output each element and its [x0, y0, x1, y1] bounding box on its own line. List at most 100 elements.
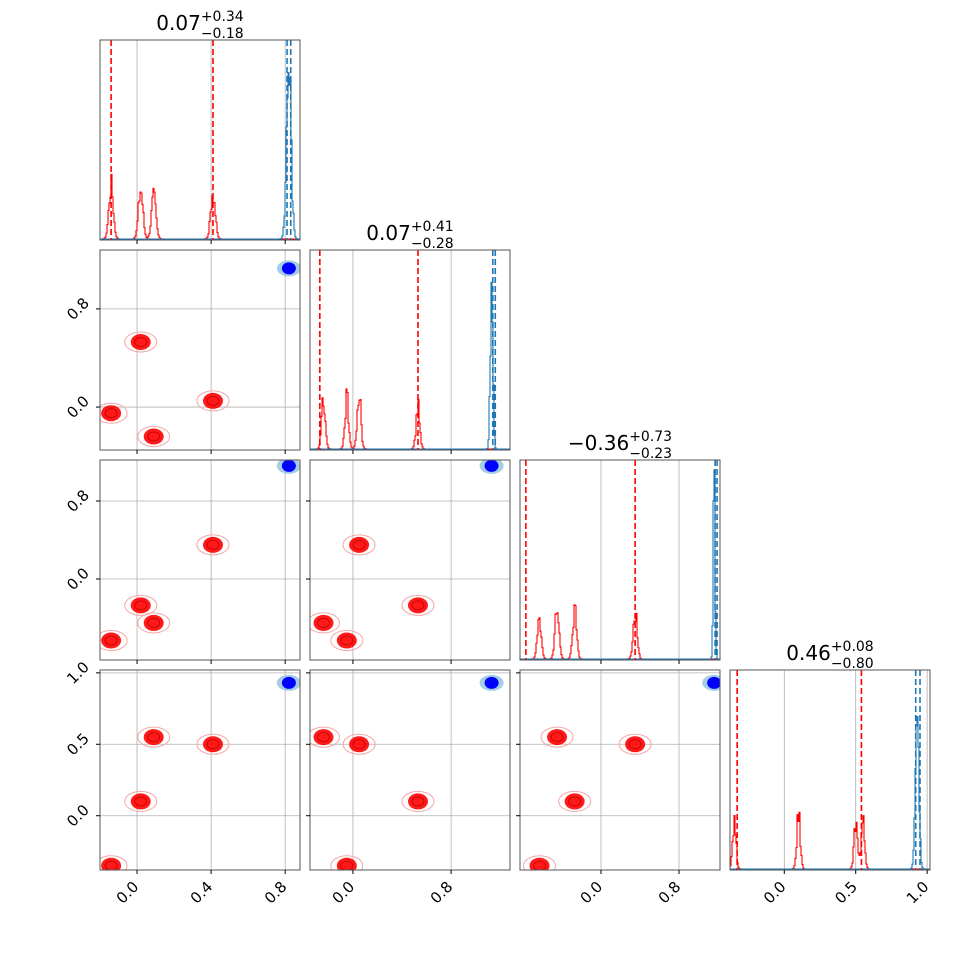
red-contour	[336, 857, 357, 870]
red-contour	[101, 857, 122, 870]
x-tick-label: 1.0	[903, 878, 933, 908]
red-scatter-halo	[330, 629, 364, 651]
red-contour	[625, 736, 646, 753]
red-scatter-halo	[124, 331, 158, 353]
y-tick-label: 0.8	[63, 294, 93, 324]
panel-2-2: −0.36+0.73 −0.23	[519, 429, 721, 664]
red-scatter-halo	[310, 612, 340, 634]
red-histogram	[730, 811, 930, 870]
title-median: 0.07	[156, 11, 201, 35]
panel-frame	[99, 459, 301, 661]
red-contour-inner	[104, 860, 118, 870]
x-tick-label: 0.8	[427, 878, 457, 908]
red-scatter-halo	[124, 790, 158, 812]
blue-histogram	[310, 281, 510, 450]
title-plus: +0.34	[201, 9, 244, 25]
red-contour	[349, 736, 370, 753]
red-scatter-halo	[401, 594, 435, 616]
red-contour	[143, 729, 164, 746]
panel-3-3: 0.46+0.08 −0.80 0.0 0.5 1.0	[729, 639, 933, 908]
y-tick-label: 0.5	[63, 729, 93, 759]
red-contour	[130, 334, 151, 351]
red-scatter-halo	[342, 534, 376, 556]
panel-frame	[99, 39, 301, 241]
red-contour-inner	[134, 337, 148, 347]
title-median: −0.36	[568, 431, 629, 455]
y-tick-label: 0.0	[63, 564, 93, 594]
red-histogram	[100, 173, 300, 240]
red-contour	[564, 793, 585, 810]
panel-frame	[519, 669, 721, 871]
red-scatter-halo	[558, 790, 592, 812]
title-plus: +0.08	[831, 639, 874, 655]
red-scatter-halo	[196, 733, 230, 755]
red-contour	[130, 793, 151, 810]
blue-contour	[281, 676, 296, 689]
red-contour	[547, 729, 568, 746]
red-scatter-halo	[523, 855, 557, 870]
x-tick-label: 0.0	[113, 878, 143, 908]
red-contour-inner	[628, 739, 642, 750]
red-scatter-halo	[100, 629, 128, 651]
red-contour	[349, 536, 370, 553]
title-median: 0.07	[366, 221, 411, 245]
red-contour-inner	[568, 796, 582, 807]
x-tick-label: 0.5	[831, 878, 861, 908]
red-scatter-halo	[618, 733, 652, 755]
red-contour-inner	[340, 635, 354, 646]
red-contour-inner	[206, 396, 220, 406]
red-scatter-halo	[137, 426, 171, 448]
red-scatter-halo	[401, 790, 435, 812]
red-contour	[313, 614, 334, 631]
panel-1-1: 0.07+0.41 −0.28	[309, 219, 511, 454]
x-tick-label: 0.8	[261, 878, 291, 908]
panel-frame	[309, 459, 511, 661]
blue-contour	[484, 460, 499, 472]
red-contour-inner	[317, 618, 330, 628]
y-tick-label: 0.8	[63, 486, 93, 516]
red-contour	[101, 405, 122, 422]
panel-title: 0.46+0.08 −0.80	[786, 639, 873, 672]
red-scatter-halo	[124, 594, 158, 616]
red-scatter-halo	[310, 726, 340, 748]
red-scatter-halo	[100, 402, 128, 424]
blue-histogram	[730, 716, 930, 870]
red-contour-inner	[104, 635, 118, 646]
panel-0-2: 0.0 0.8	[63, 459, 301, 664]
panel-0-3: 0.0 0.5 1.0 0.0 0.4 0.8	[63, 658, 301, 907]
panel-frame	[99, 669, 301, 871]
x-tick-label: 0.0	[329, 878, 359, 908]
panel-frame	[519, 459, 721, 661]
x-tick-label: 0.0	[577, 878, 607, 908]
y-tick-label: 0.0	[63, 801, 93, 831]
panel-title: 0.07+0.41 −0.28	[366, 219, 453, 252]
panel-frame	[309, 249, 511, 451]
red-contour-inner	[550, 732, 564, 743]
red-contour-inner	[352, 539, 366, 550]
x-tick-label: 0.4	[187, 878, 217, 908]
panel-1-2	[306, 459, 511, 664]
red-scatter-halo	[100, 855, 128, 870]
red-contour-inner	[147, 732, 161, 743]
red-contour	[529, 857, 550, 870]
panel-2-3: 0.0 0.8	[516, 669, 721, 908]
red-contour	[313, 729, 334, 746]
title-minus: −0.23	[629, 446, 672, 462]
red-scatter-halo	[342, 733, 376, 755]
panel-frame	[99, 249, 301, 451]
red-contour-inner	[134, 600, 148, 611]
y-tick-label: 0.0	[63, 392, 93, 422]
y-tick-label: 1.0	[63, 658, 93, 688]
blue-contour	[484, 676, 499, 689]
red-contour	[202, 392, 223, 409]
red-contour-inner	[147, 431, 161, 442]
red-histogram	[310, 388, 510, 450]
title-median: 0.46	[786, 641, 831, 665]
blue-histogram	[520, 469, 720, 660]
red-scatter-halo	[196, 534, 230, 556]
red-contour-inner	[134, 796, 148, 807]
x-tick-label: 0.8	[655, 878, 685, 908]
panel-title: −0.36+0.73 −0.23	[568, 429, 672, 462]
red-histogram	[520, 604, 720, 660]
